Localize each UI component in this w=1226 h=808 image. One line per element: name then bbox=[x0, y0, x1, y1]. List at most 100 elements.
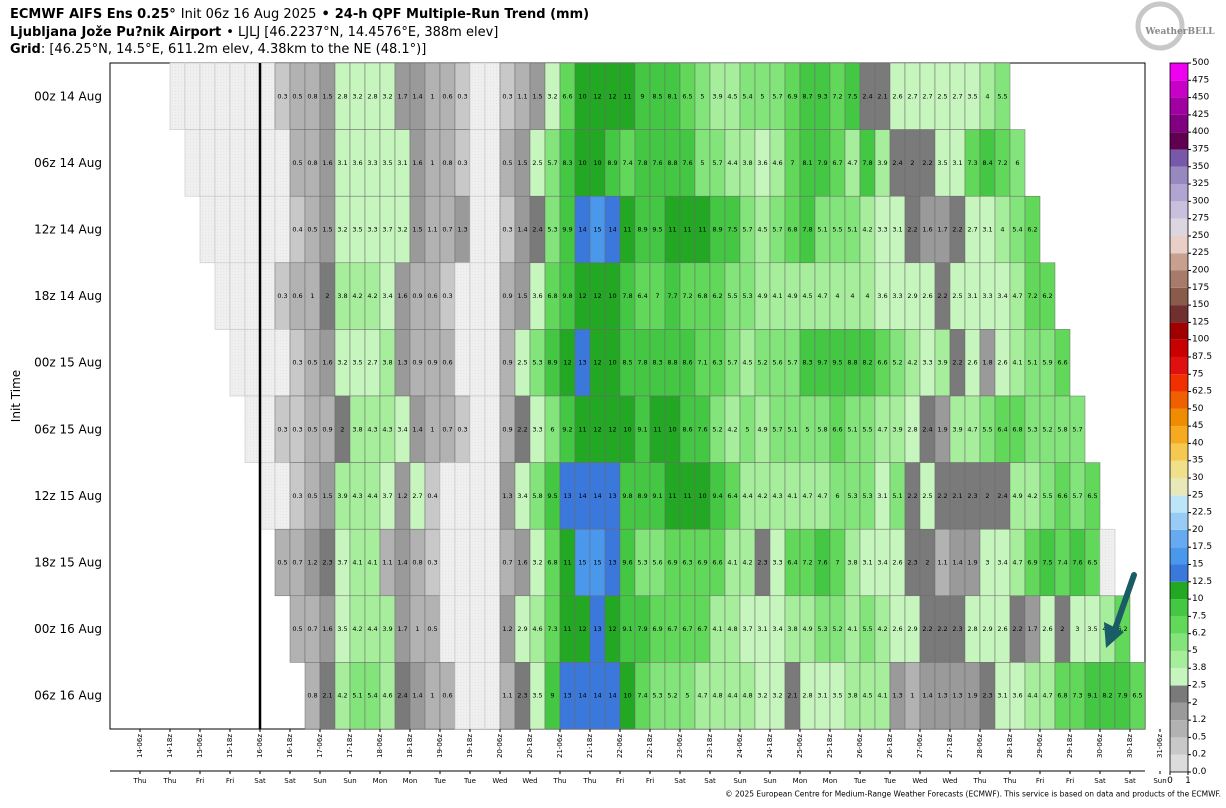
cell-value: 1.4 bbox=[412, 692, 422, 700]
cell-value: 5.4 bbox=[367, 692, 377, 700]
cell-value: 0.6 bbox=[292, 292, 302, 300]
grid-label: Grid bbox=[10, 42, 41, 57]
cell-value: 3.6 bbox=[757, 159, 767, 167]
cell-value: 7.2 bbox=[682, 292, 692, 300]
cell-value: 4.8 bbox=[742, 692, 752, 700]
cell-value: 7.6 bbox=[697, 425, 707, 433]
cell-value: 4.1 bbox=[352, 559, 362, 567]
cell-value: 2.2 bbox=[922, 625, 932, 633]
cell-value: 6.8 bbox=[547, 559, 557, 567]
colorbar-label: 25 bbox=[1192, 490, 1203, 500]
cell-value: 4.9 bbox=[787, 292, 797, 300]
empty-cell bbox=[184, 62, 201, 130]
empty-cell bbox=[259, 462, 276, 530]
cell-value: 4.3 bbox=[367, 425, 377, 433]
cell-value: 2 bbox=[910, 159, 914, 167]
cell-value: 7.3 bbox=[967, 159, 977, 167]
colorbar-bin bbox=[1170, 495, 1188, 513]
cell-value: 9.2 bbox=[562, 425, 572, 433]
x-tick-label: 19-06z bbox=[436, 734, 444, 758]
cell-value: 3.7 bbox=[382, 492, 392, 500]
cell-value: 3.1 bbox=[877, 492, 887, 500]
cell-value: 13 bbox=[593, 625, 601, 633]
cell-value: 3.4 bbox=[997, 292, 1007, 300]
cell-value: 12 bbox=[593, 292, 601, 300]
cell-value: 2.2 bbox=[937, 292, 947, 300]
cell-value: 1.3 bbox=[937, 692, 947, 700]
cell-value: 9 bbox=[550, 692, 554, 700]
x-tick-label: 19-18z bbox=[466, 734, 474, 758]
weekday-label: Sat bbox=[254, 777, 266, 785]
empty-cell bbox=[469, 662, 486, 730]
empty-cell bbox=[244, 62, 261, 130]
empty-cell bbox=[274, 329, 291, 397]
cell-value: 5.3 bbox=[742, 292, 752, 300]
title-product: 24-h QPF Multiple-Run Trend (mm) bbox=[335, 7, 589, 22]
cell-value: 5.7 bbox=[547, 159, 557, 167]
cell-value: 3 bbox=[1075, 625, 1079, 633]
cell-value: 1.3 bbox=[397, 359, 407, 367]
cell-value: 9.5 bbox=[652, 226, 662, 234]
cell-value: 0.3 bbox=[277, 292, 287, 300]
cell-value: 5.7 bbox=[772, 425, 782, 433]
cell-value: 3.5 bbox=[967, 92, 977, 100]
weekday-label: Thu bbox=[162, 777, 176, 785]
colorbar-label: 6.2 bbox=[1192, 629, 1206, 639]
empty-cell bbox=[439, 462, 456, 530]
x-tick-label: 27-06z bbox=[916, 734, 924, 758]
colorbar-bin bbox=[1170, 391, 1188, 409]
cell-value: 2.6 bbox=[997, 625, 1007, 633]
cell-value: 7.2 bbox=[832, 92, 842, 100]
cell-value: 6.4 bbox=[727, 492, 737, 500]
row-label: 18z 15 Aug bbox=[34, 556, 102, 570]
colorbar-label: 3.8 bbox=[1192, 663, 1207, 673]
weekday-label: Wed bbox=[492, 777, 507, 785]
weekday-label: Thu bbox=[552, 777, 566, 785]
colorbar-label: 87.5 bbox=[1192, 352, 1212, 362]
colorbar-bin bbox=[1170, 633, 1188, 651]
cell-value: 7 bbox=[655, 292, 659, 300]
cell-value: 3.5 bbox=[337, 625, 347, 633]
cell-value: 3.1 bbox=[952, 159, 962, 167]
weekday-label: Fri bbox=[226, 777, 234, 785]
cell-value: 4.7 bbox=[967, 425, 977, 433]
cell-value: 1 bbox=[910, 692, 914, 700]
weekday-label: Sat bbox=[1094, 777, 1106, 785]
cell-value: 3.4 bbox=[772, 625, 782, 633]
empty-cell bbox=[484, 395, 501, 463]
cell-value: 6.7 bbox=[832, 159, 842, 167]
cell-value: 1.3 bbox=[892, 692, 902, 700]
cell-value: 11 bbox=[653, 425, 661, 433]
cell-value: 8.1 bbox=[667, 92, 677, 100]
cell-value: 6 bbox=[1015, 159, 1019, 167]
cell-value: 4.1 bbox=[1012, 359, 1022, 367]
cell-value: 4.3 bbox=[772, 492, 782, 500]
cell-value: 6.7 bbox=[682, 625, 692, 633]
cell-value: 7.8 bbox=[802, 226, 812, 234]
arrow-head bbox=[1104, 622, 1124, 648]
cell-value: 4.3 bbox=[382, 425, 392, 433]
cell-value: 2.6 bbox=[892, 92, 902, 100]
cell-value: 5.8 bbox=[817, 425, 827, 433]
cell-value: 3.1 bbox=[757, 625, 767, 633]
cell-value: 2.9 bbox=[517, 625, 527, 633]
cell-value: 13 bbox=[563, 492, 571, 500]
cell-value: 6.9 bbox=[1027, 559, 1037, 567]
cell-value: 5.3 bbox=[817, 625, 827, 633]
cell-value: 7.7 bbox=[667, 292, 677, 300]
cell-value: 3.8 bbox=[382, 359, 392, 367]
cell-value: 1.4 bbox=[517, 226, 527, 234]
cell-value: 4.9 bbox=[757, 292, 767, 300]
cell-value: 1.5 bbox=[532, 92, 542, 100]
cell-value: 8.9 bbox=[637, 226, 647, 234]
empty-cell bbox=[229, 62, 246, 130]
cell-value: 12 bbox=[593, 92, 601, 100]
cell-value: 2.2 bbox=[907, 492, 917, 500]
colorbar-label: 0.0 bbox=[1192, 767, 1207, 777]
cell-value: 4.9 bbox=[1012, 492, 1022, 500]
x-tick-label: 28-18z bbox=[1006, 734, 1014, 758]
weekday-label: Fri bbox=[1066, 777, 1074, 785]
cell-value: 5.1 bbox=[1027, 359, 1037, 367]
cell-value: 2.6 bbox=[967, 359, 977, 367]
cell-value: 3.2 bbox=[352, 92, 362, 100]
